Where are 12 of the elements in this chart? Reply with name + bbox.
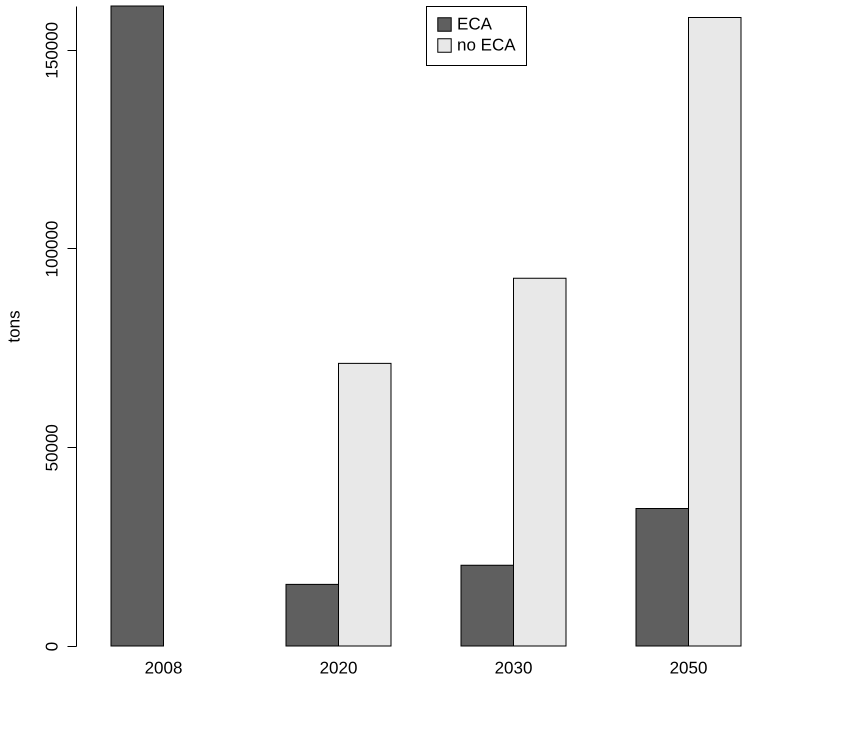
bar (110, 6, 164, 646)
y-tick-label: 0 (42, 642, 62, 652)
legend-label: ECA (457, 14, 493, 34)
legend-label: no ECA (457, 36, 516, 54)
y-tick-label: 50000 (42, 424, 62, 472)
x-tick-label: 2030 (494, 658, 532, 678)
y-axis-title: tons (4, 310, 24, 343)
x-tick-label: 2020 (320, 658, 358, 678)
y-tick-label: 100000 (42, 220, 62, 278)
x-tick-label: 2008 (144, 658, 182, 678)
x-tick-label: 2050 (670, 658, 708, 678)
y-tick-label: 150000 (42, 22, 62, 79)
